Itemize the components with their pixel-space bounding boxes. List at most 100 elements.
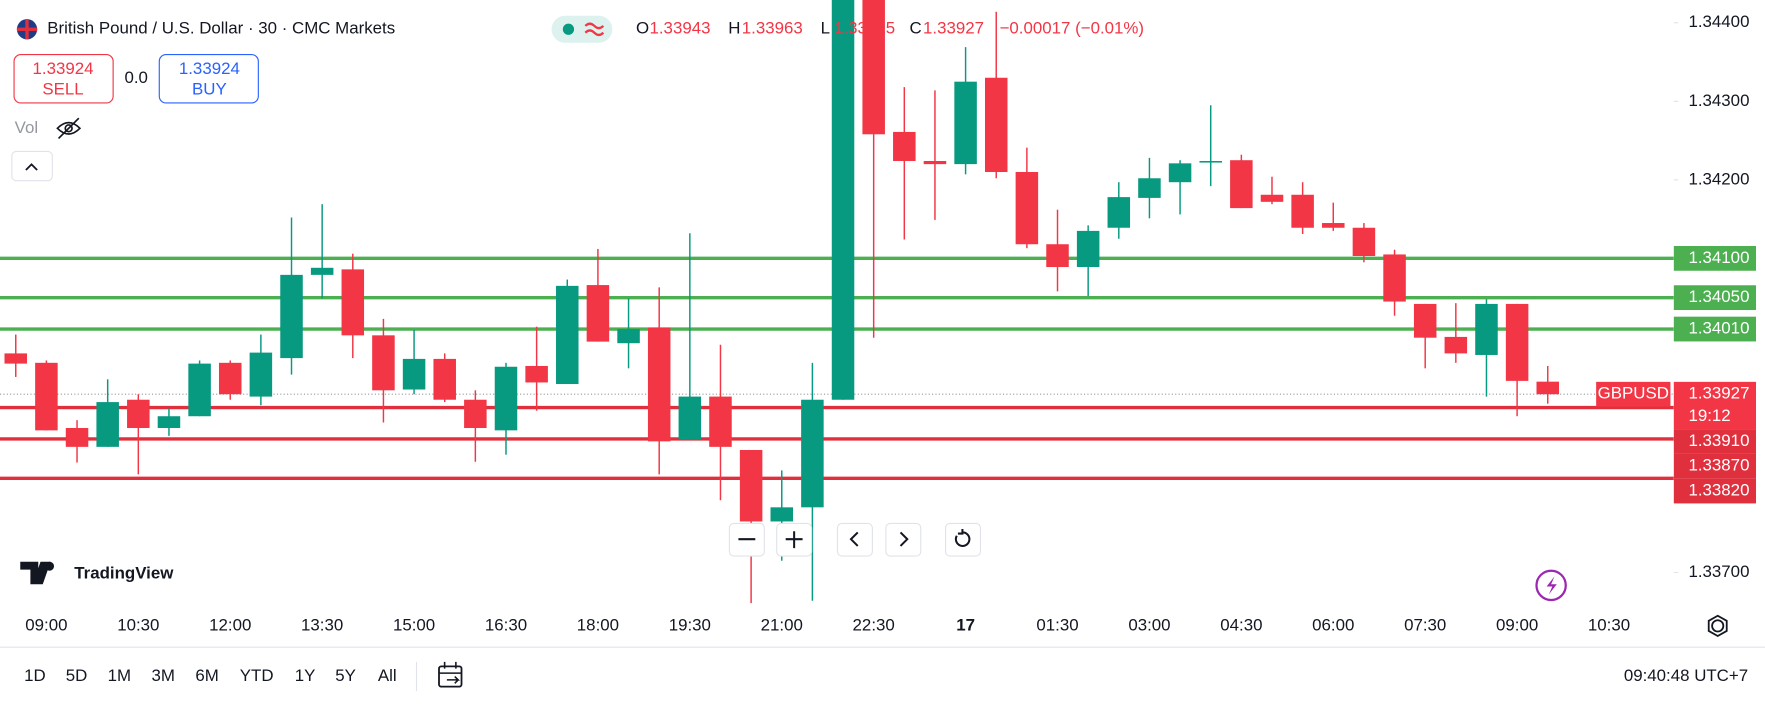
- x-tick-label: 22:30: [853, 615, 895, 634]
- candle-body: [862, 0, 885, 135]
- candle-body: [341, 269, 365, 336]
- ohlc-key: H: [728, 19, 740, 38]
- ohlc: O 1.33943 H 1.33963 L 1.33915 C 1.33927: [636, 19, 984, 38]
- level-label: 1.33910: [1688, 431, 1749, 450]
- x-tick-label: 21:00: [761, 615, 803, 634]
- candle-body: [1138, 178, 1161, 198]
- ohlc-value: 1.33963: [742, 19, 803, 38]
- candle-body: [1230, 160, 1253, 209]
- candle-body: [35, 362, 58, 431]
- price-change: −0.00017 (−0.01%): [1000, 19, 1144, 38]
- x-tick-label: 07:30: [1404, 615, 1446, 634]
- volume-label: Vol: [15, 118, 38, 137]
- candle-body: [1199, 160, 1222, 163]
- candle-body: [1076, 230, 1100, 268]
- candle-body: [1046, 244, 1069, 268]
- settings-icon[interactable]: [1707, 614, 1728, 638]
- x-tick-label: 17: [956, 615, 975, 634]
- symbol-label: GBPUSD: [1598, 384, 1669, 403]
- zoom-in-button[interactable]: [776, 522, 813, 557]
- candle-body: [310, 267, 334, 275]
- x-tick-label: 09:00: [25, 615, 67, 634]
- sell-label: SELL: [42, 80, 83, 99]
- level-tag: [1673, 478, 1756, 504]
- spread: 0.0: [124, 68, 147, 87]
- zoom-out-button[interactable]: [728, 522, 765, 557]
- candle-body: [1475, 303, 1498, 355]
- candle-body: [249, 352, 273, 397]
- level-tag: [1673, 245, 1756, 271]
- candle-body: [1107, 197, 1131, 228]
- candle-body: [1322, 223, 1345, 228]
- hide-icon[interactable]: [56, 117, 82, 140]
- level-tag: [1673, 285, 1756, 311]
- candle-body: [464, 399, 487, 429]
- x-tick-label: 18:00: [577, 615, 619, 634]
- status-icon: [584, 22, 605, 37]
- buy-price: 1.33924: [179, 59, 240, 78]
- level-tag: [1673, 453, 1756, 479]
- candle-body: [954, 81, 977, 165]
- candle-body: [96, 402, 119, 447]
- buy-button[interactable]: [158, 54, 259, 104]
- range-button[interactable]: 1M: [108, 666, 131, 685]
- sell-price: 1.33924: [33, 59, 94, 78]
- candle-body: [617, 329, 640, 344]
- candle-body: [1505, 303, 1529, 381]
- candle-body: [433, 358, 456, 400]
- candle-body: [1383, 254, 1406, 302]
- ohlc-key: O: [636, 19, 649, 38]
- candle-body: [1536, 381, 1560, 395]
- level-label: 1.34010: [1688, 319, 1749, 338]
- range-button[interactable]: 1D: [24, 666, 46, 685]
- watermark: TradingView: [74, 564, 174, 583]
- candle-body: [739, 449, 763, 522]
- clock: 09:40:48 UTC+7: [1624, 666, 1748, 685]
- candle-body: [4, 353, 28, 364]
- date-range-icon[interactable]: [438, 661, 463, 688]
- candle-body: [1260, 194, 1284, 202]
- alert-icon[interactable]: [1535, 569, 1567, 602]
- last-price-label: 1.33927: [1688, 384, 1749, 403]
- candle-body: [678, 396, 702, 440]
- candle-body: [127, 399, 150, 429]
- candle-body: [923, 160, 947, 165]
- x-tick-label: 15:00: [393, 615, 435, 634]
- candle-body: [280, 274, 303, 359]
- y-tick-label: 1.34300: [1688, 91, 1749, 110]
- status-pill[interactable]: [551, 15, 613, 43]
- range-button[interactable]: 5Y: [335, 666, 356, 685]
- scroll-left-button[interactable]: [836, 522, 873, 557]
- candle-body: [1168, 163, 1192, 183]
- range-button[interactable]: 6M: [195, 666, 218, 685]
- range-button[interactable]: 3M: [151, 666, 174, 685]
- y-tick-label: 1.33700: [1688, 562, 1749, 581]
- sell-button[interactable]: [13, 54, 114, 104]
- range-bar: 1D 5D 1M 3M 6M YTD 1Y 5Y All: [24, 666, 396, 685]
- candle-body: [525, 365, 548, 383]
- scroll-right-button[interactable]: [885, 522, 922, 557]
- last-price-tag: [1673, 381, 1756, 430]
- candle-body: [893, 131, 916, 161]
- x-tick-label: 06:00: [1312, 615, 1354, 634]
- collapse-icon: [25, 163, 38, 171]
- range-button[interactable]: 5D: [66, 666, 88, 685]
- x-tick-label: 04:30: [1220, 615, 1262, 634]
- level-tag: [1673, 316, 1756, 342]
- range-button[interactable]: 1Y: [295, 666, 316, 685]
- level-label: 1.33870: [1688, 456, 1749, 475]
- range-button[interactable]: YTD: [240, 666, 274, 685]
- ohlc-value: 1.33927: [923, 19, 984, 38]
- x-tick-label: 10:30: [117, 615, 159, 634]
- candle-body: [586, 285, 610, 342]
- candle-body: [65, 428, 89, 447]
- level-label: 1.34050: [1688, 287, 1749, 306]
- reset-button[interactable]: [944, 522, 981, 557]
- x-tick-label: 12:00: [209, 615, 251, 634]
- plot: [0, 0, 1674, 604]
- range-button[interactable]: All: [378, 666, 397, 685]
- candle-body: [801, 399, 824, 508]
- ohlc-key: C: [910, 19, 922, 38]
